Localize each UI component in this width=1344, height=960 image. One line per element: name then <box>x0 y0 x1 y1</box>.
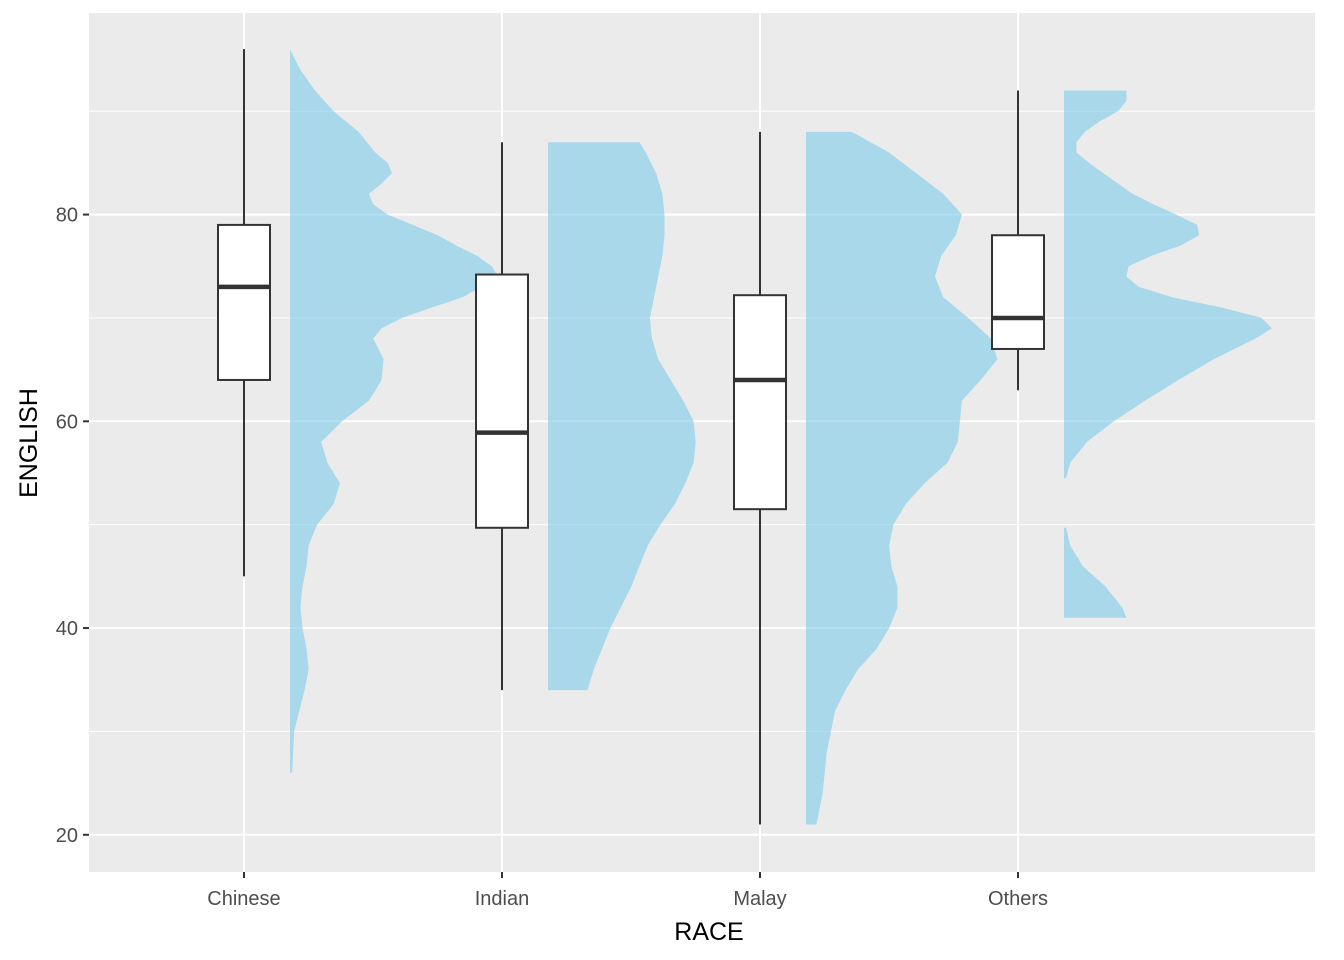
boxplot-layer <box>217 49 1045 825</box>
x-tick-label-indian: Indian <box>475 888 530 910</box>
plot-panel <box>89 13 1315 872</box>
box-others <box>991 234 1045 350</box>
y-axis: 20 40 60 80 <box>56 205 89 847</box>
density-others <box>1064 527 1127 618</box>
x-tick-label-others: Others <box>988 888 1048 910</box>
density-others <box>1064 90 1272 479</box>
box-indian <box>475 273 529 529</box>
y-tick-label: 40 <box>56 618 78 640</box>
y-tick-label: 60 <box>56 411 78 433</box>
x-tick-label-chinese: Chinese <box>207 888 280 910</box>
box-chinese <box>217 223 271 381</box>
density-malay <box>806 131 998 825</box>
x-tick-label-malay: Malay <box>733 888 786 910</box>
y-axis-title: ENGLISH <box>15 388 43 498</box>
y-tick-label: 20 <box>56 825 78 847</box>
box-malay <box>733 294 787 511</box>
y-tick-label: 80 <box>56 205 78 227</box>
density-layer <box>290 49 1272 825</box>
density-chinese <box>290 49 498 773</box>
x-axis-title: RACE <box>674 918 743 946</box>
density-indian <box>548 142 696 691</box>
x-axis: Chinese Indian Malay Others <box>207 872 1048 910</box>
